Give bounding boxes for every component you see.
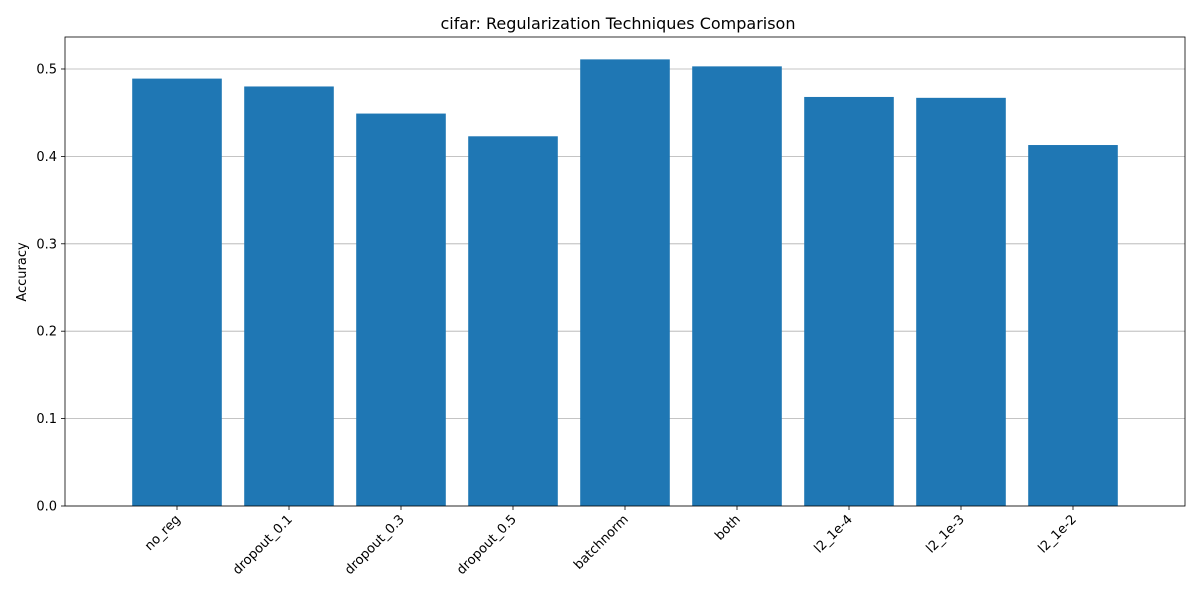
x-tick-label: l2_1e-3 [924, 512, 968, 556]
x-tick-label: dropout_0.3 [342, 512, 408, 578]
bar-both [692, 66, 782, 506]
x-tick-label: dropout_0.5 [454, 512, 520, 578]
y-tick-label: 0.1 [36, 412, 57, 427]
y-tick-label: 0.4 [36, 150, 57, 165]
x-tick-label: both [712, 512, 743, 543]
y-tick-label: 0.5 [36, 62, 57, 77]
y-tick-label: 0.2 [36, 325, 57, 340]
bar-l2_1e-2 [1028, 145, 1118, 507]
x-tick-label: batchnorm [571, 512, 632, 573]
y-axis-label: Accuracy [15, 242, 30, 302]
bar-dropout_0.3 [356, 113, 446, 506]
y-tick-label: 0.0 [36, 500, 57, 515]
bar-l2_1e-3 [916, 97, 1006, 506]
bar-no_reg [132, 78, 222, 507]
x-tick-label: dropout_0.1 [230, 512, 296, 578]
bar-dropout_0.1 [244, 86, 334, 507]
y-tick-label: 0.3 [36, 237, 57, 252]
bar-l2_1e-4 [804, 96, 894, 506]
bars [132, 59, 1118, 507]
chart-title: cifar: Regularization Techniques Compari… [441, 14, 796, 33]
x-tick-label: l2_1e-2 [1036, 512, 1080, 556]
bar-dropout_0.5 [468, 136, 558, 506]
x-tick-label: no_reg [142, 512, 184, 554]
bar-batchnorm [580, 59, 670, 507]
x-tick-label: l2_1e-4 [812, 512, 856, 556]
